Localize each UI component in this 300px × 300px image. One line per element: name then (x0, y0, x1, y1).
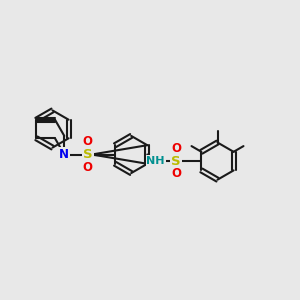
Text: O: O (83, 160, 93, 174)
Text: S: S (171, 154, 181, 168)
Text: O: O (83, 135, 93, 148)
Text: O: O (171, 142, 181, 155)
Text: S: S (83, 148, 92, 161)
Text: NH: NH (146, 156, 165, 166)
Text: O: O (171, 167, 181, 180)
Text: N: N (59, 148, 69, 161)
